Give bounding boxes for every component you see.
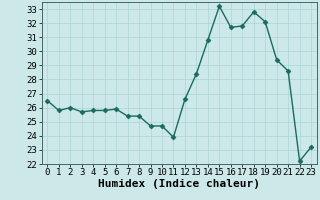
X-axis label: Humidex (Indice chaleur): Humidex (Indice chaleur)	[98, 179, 260, 189]
